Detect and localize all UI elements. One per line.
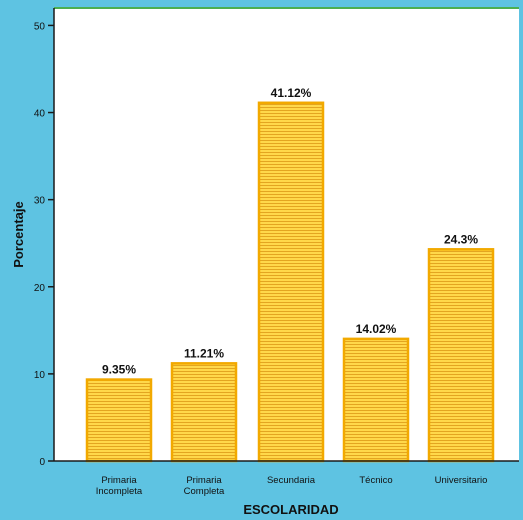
x-tick-label: Secundaria	[267, 475, 316, 486]
data-label: 41.12%	[271, 86, 312, 100]
x-tick-label: Incompleta	[96, 486, 143, 497]
bar	[257, 101, 325, 463]
data-label: 24.3%	[444, 232, 478, 246]
bars-group	[85, 101, 495, 463]
bar	[170, 362, 238, 463]
bar	[85, 378, 153, 463]
x-tick-label: Técnico	[359, 475, 392, 486]
data-label: 14.02%	[356, 322, 397, 336]
x-tick-label: Universitario	[435, 475, 488, 486]
labels-group: 9.35%PrimariaIncompleta11.21%PrimariaCom…	[11, 86, 487, 517]
y-axis: 0 10 20 30 40 50	[34, 8, 519, 468]
x-tick-label: Primaria	[101, 475, 137, 486]
y-tick-label: 50	[34, 21, 46, 32]
x-axis-title: ESCOLARIDAD	[243, 502, 338, 517]
data-label: 11.21%	[184, 346, 224, 360]
bar	[342, 337, 410, 463]
x-tick-label: Completa	[184, 486, 225, 497]
y-tick-label: 40	[34, 109, 46, 120]
bar	[427, 248, 495, 463]
data-label: 9.35%	[102, 363, 136, 377]
y-tick-label: 30	[34, 196, 46, 207]
y-tick-label: 10	[34, 370, 46, 381]
y-tick-label: 0	[39, 457, 45, 468]
y-tick-label: 20	[34, 283, 46, 294]
y-axis-title: Porcentaje	[11, 201, 26, 267]
x-tick-label: Primaria	[186, 475, 222, 486]
